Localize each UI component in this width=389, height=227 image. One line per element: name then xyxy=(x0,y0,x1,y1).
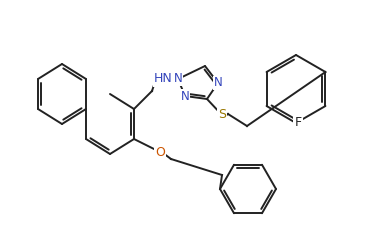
Text: O: O xyxy=(155,146,165,158)
Text: HN: HN xyxy=(154,72,172,86)
Text: N: N xyxy=(214,76,223,89)
Text: N: N xyxy=(180,89,189,103)
Text: S: S xyxy=(218,109,226,121)
Text: F: F xyxy=(294,116,301,129)
Text: N: N xyxy=(173,72,182,86)
